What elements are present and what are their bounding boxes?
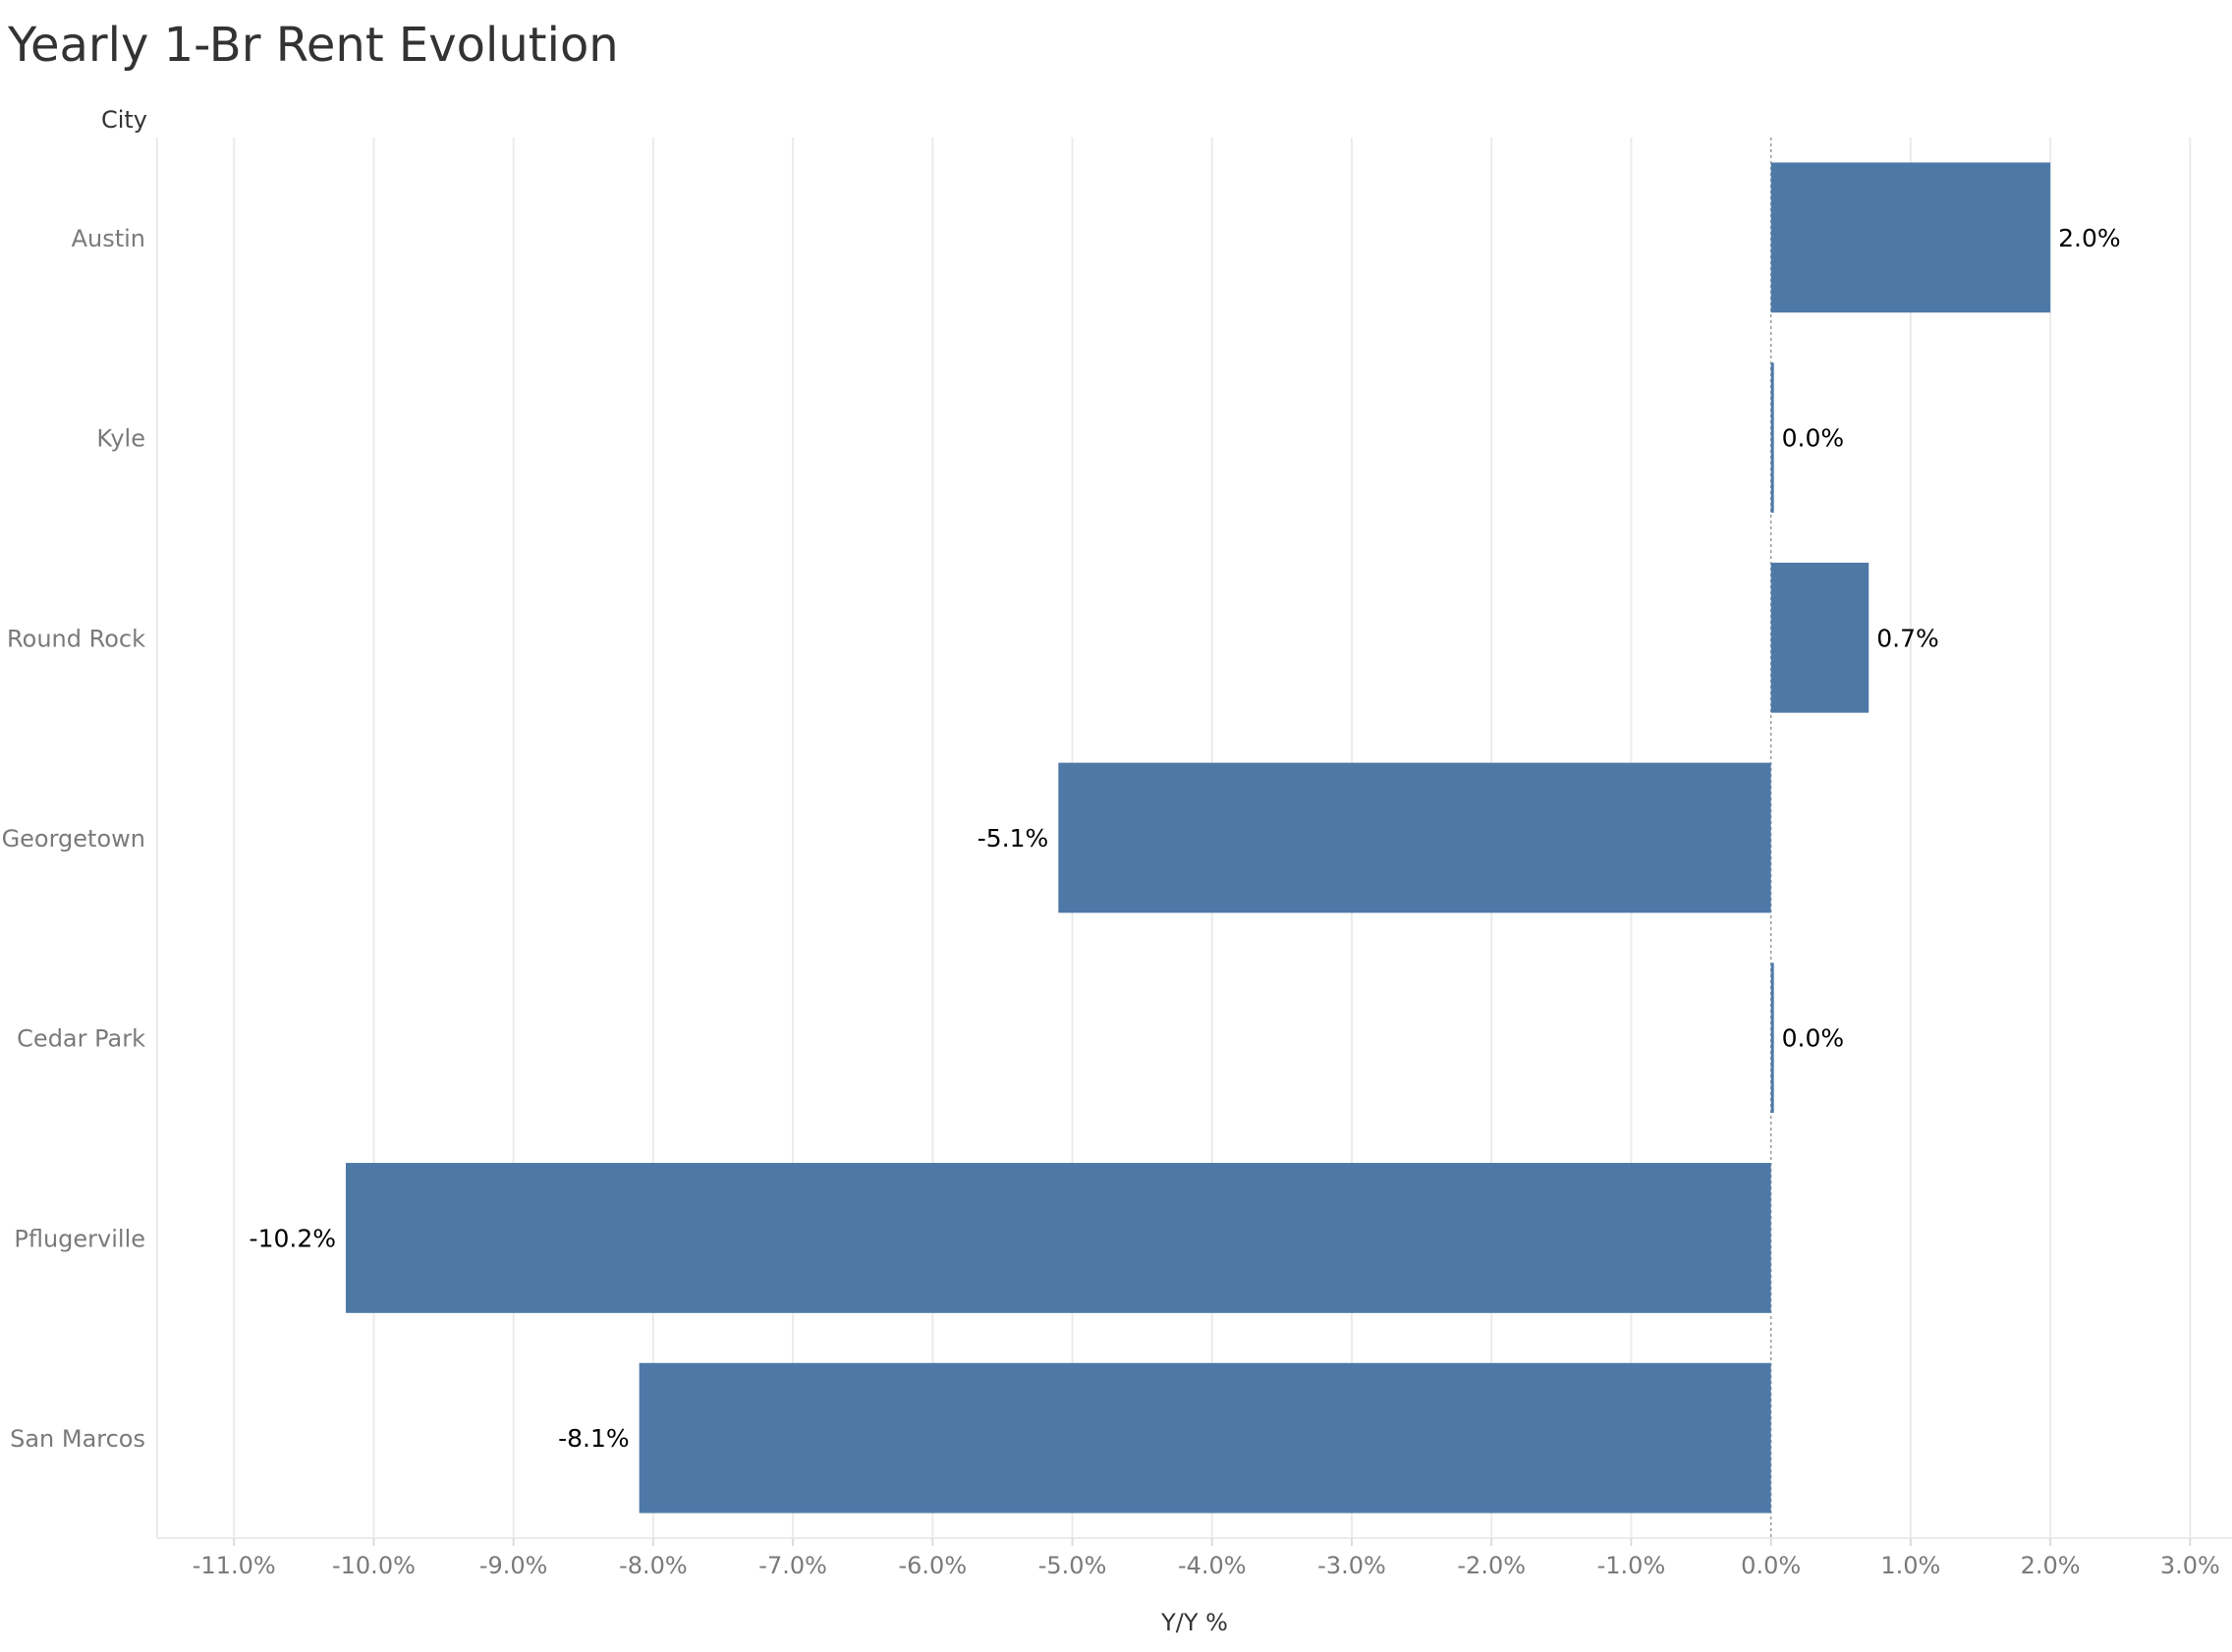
category-label: Round Rock: [7, 625, 145, 652]
x-tick-label: -9.0%: [479, 1552, 548, 1579]
data-label: -8.1%: [558, 1424, 630, 1453]
x-tick-label: -1.0%: [1597, 1552, 1666, 1579]
x-tick-label: -8.0%: [619, 1552, 688, 1579]
x-tick-label: 1.0%: [1880, 1552, 1940, 1579]
x-axis-title: Y/Y %: [1160, 1609, 1228, 1636]
x-tick-label: -11.0%: [193, 1552, 276, 1579]
chart-title: Yearly 1-Br Rent Evolution: [8, 18, 619, 73]
x-tick-label: -3.0%: [1317, 1552, 1386, 1579]
x-tick-label: -7.0%: [758, 1552, 827, 1579]
category-label: Cedar Park: [17, 1025, 145, 1053]
bar-georgetown[interactable]: [1058, 762, 1771, 913]
x-tick-label: 2.0%: [2021, 1552, 2081, 1579]
bar-san-marcos[interactable]: [639, 1362, 1771, 1514]
x-tick-label: -6.0%: [899, 1552, 968, 1579]
bar-austin[interactable]: [1770, 162, 2051, 313]
x-tick-label: 0.0%: [1741, 1552, 1801, 1579]
y-axis-title: City: [101, 106, 147, 134]
data-label: 0.7%: [1876, 624, 1939, 652]
x-tick-label: -2.0%: [1457, 1552, 1526, 1579]
bars: [346, 162, 2051, 1514]
data-label: 0.0%: [1782, 424, 1845, 453]
category-label: Kyle: [96, 425, 145, 453]
bar-round-rock[interactable]: [1770, 562, 1869, 713]
x-tick-label: -4.0%: [1178, 1552, 1247, 1579]
category-label: San Marcos: [10, 1425, 145, 1453]
x-tick-label: -5.0%: [1038, 1552, 1107, 1579]
labels: -11.0% -10.0% -9.0% -8.0% -7.0% -6.0% -5.0% -4.…: [2, 224, 2220, 1579]
x-tick-label: -10.0%: [332, 1552, 416, 1579]
bar-kyle[interactable]: [1770, 362, 1774, 513]
bar-pflugerville[interactable]: [346, 1163, 1771, 1313]
category-label: Pflugerville: [14, 1225, 145, 1252]
data-label: -5.1%: [977, 824, 1049, 853]
bar-cedar-park[interactable]: [1770, 963, 1774, 1114]
category-label: Georgetown: [2, 825, 145, 853]
data-label: 2.0%: [2058, 224, 2121, 252]
x-tick-label: 3.0%: [2160, 1552, 2220, 1579]
data-label: 0.0%: [1782, 1024, 1845, 1053]
category-label: Austin: [72, 225, 145, 252]
data-label: -10.2%: [250, 1224, 336, 1252]
